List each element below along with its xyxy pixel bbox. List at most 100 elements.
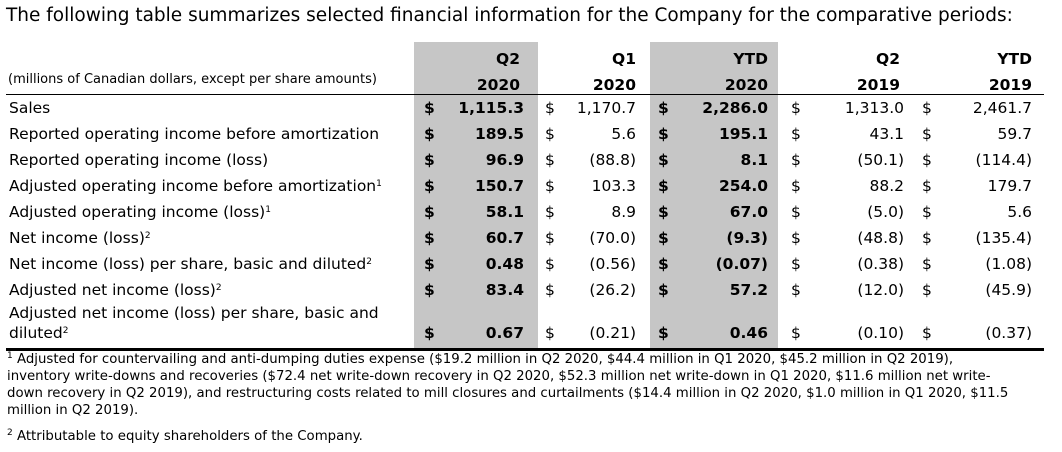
table-cell: 43.1 [869,125,904,143]
table-row: Net income (loss)2 $60.7 $ (70.0) $ (9.3) $ (48… [0,226,1062,252]
row-label-text: diluted [9,324,63,342]
table-cell: 5.6 [611,125,636,143]
footnote-1: 1 Adjusted for countervailing and anti-d… [7,351,1008,419]
currency-symbol: $ [658,151,669,169]
footnote-line: 2 Attributable to equity shareholders of… [7,428,363,445]
footnote-text: Adjusted for countervailing and anti-dum… [16,352,954,367]
currency-symbol: $ [791,255,801,273]
column-header: YTD 2020 [688,46,768,98]
currency-symbol: $ [791,125,801,143]
currency-symbol: $ [545,324,555,342]
column-header: YTD 2019 [952,46,1032,98]
table-cell: 0.67 [485,324,524,342]
currency-symbol: $ [424,324,435,342]
table-cell: (114.4) [975,151,1032,169]
table-cell: 58.1 [485,203,524,221]
row-label-text: Adjusted operating income (loss) [9,203,266,221]
table-cell: (0.38) [857,255,904,273]
currency-symbol: $ [424,229,435,247]
table-cell: (12.0) [857,281,904,299]
row-label: Adjusted net income (loss) per share, ba… [9,303,379,343]
column-header-line1: Q1 [612,50,636,68]
table-cell: 1,313.0 [844,99,904,117]
table-cell: 1,115.3 [458,99,524,117]
table-cell: 8.9 [611,203,636,221]
currency-symbol: $ [545,177,555,195]
footnote-ref: 2 [62,326,69,336]
table-cell: (5.0) [867,203,904,221]
row-label-line1: Adjusted net income (loss) per share, ba… [9,304,379,322]
footnote-text: Attributable to equity shareholders of t… [16,429,363,444]
currency-symbol: $ [424,99,435,117]
currency-symbol: $ [658,99,669,117]
footnote-ref: 2 [215,283,222,293]
currency-symbol: $ [791,151,801,169]
currency-symbol: $ [545,99,555,117]
table-cell: 8.1 [740,151,768,169]
table-cell: 1,170.7 [576,99,636,117]
table-cell: 96.9 [485,151,524,169]
table-row: Sales $1,115.3 $1,170.7 $2,286.0 $1,313.0 $2,… [0,96,1062,122]
currency-symbol: $ [545,229,555,247]
footnote-line: 1 Adjusted for countervailing and anti-d… [7,351,1008,368]
currency-symbol: $ [791,177,801,195]
table-cell: (0.37) [985,324,1032,342]
row-label-text: Adjusted net income (loss) [9,281,216,299]
currency-symbol: $ [922,125,932,143]
row-label: Adjusted operating income before amortiz… [9,177,382,195]
currency-symbol: $ [545,255,555,273]
currency-symbol: $ [922,229,932,247]
table-row: Adjusted operating income before amortiz… [0,174,1062,200]
table-cell: 195.1 [718,125,768,143]
table-cell: (48.8) [857,229,904,247]
table-cell: (26.2) [589,281,636,299]
currency-symbol: $ [658,229,669,247]
currency-symbol: $ [658,125,669,143]
shade-q2-2020 [414,42,538,351]
row-label: Sales [9,99,50,117]
table-cell: 59.7 [997,125,1032,143]
currency-symbol: $ [545,281,555,299]
currency-symbol: $ [791,203,801,221]
column-header-line1: YTD [997,50,1032,68]
row-label: Net income (loss) per share, basic and d… [9,255,372,273]
footnote-ref: 2 [366,257,373,267]
currency-symbol: $ [922,177,932,195]
currency-symbol: $ [922,203,932,221]
currency-symbol: $ [658,281,669,299]
table-cell: 57.2 [729,281,768,299]
currency-symbol: $ [922,255,932,273]
currency-symbol: $ [658,255,669,273]
currency-symbol: $ [545,151,555,169]
column-header: Q2 2020 [440,46,520,98]
table-row: Reported operating income (loss) $96.9 $ (8… [0,148,1062,174]
column-header-line2: 2020 [724,76,768,94]
currency-symbol: $ [922,151,932,169]
table-cell: 189.5 [474,125,524,143]
footnote-ref: 2 [144,231,151,241]
table-cell: (0.07) [715,255,768,273]
table-cell: 0.46 [729,324,768,342]
footnote-marker: 1 [7,351,13,361]
header-rule [6,94,1044,95]
table-row: Adjusted net income (loss)2 $83.4 $ (26.2) $… [0,278,1062,304]
currency-symbol: $ [658,203,669,221]
currency-symbol: $ [658,324,669,342]
table-cell: (0.10) [857,324,904,342]
table-cell: (0.21) [589,324,636,342]
footnote-line: down recovery in Q2 2019), and restructu… [7,386,1009,401]
table-cell: (45.9) [985,281,1032,299]
table-cell: (9.3) [726,229,768,247]
table-row: Reported operating income before amortiz… [0,122,1062,148]
currency-symbol: $ [424,151,435,169]
row-label-text: Reported operating income before amortiz… [9,125,380,143]
table-cell: 2,286.0 [702,99,768,117]
currency-symbol: $ [922,324,932,342]
table-bottom-rule [6,348,1044,351]
row-label: Reported operating income (loss) [9,151,268,169]
footnote-marker: 2 [7,428,13,438]
currency-symbol: $ [424,177,435,195]
footnote-2: 2 Attributable to equity shareholders of… [7,428,363,445]
table-cell: (50.1) [857,151,904,169]
column-header-line1: Q2 [876,50,900,68]
